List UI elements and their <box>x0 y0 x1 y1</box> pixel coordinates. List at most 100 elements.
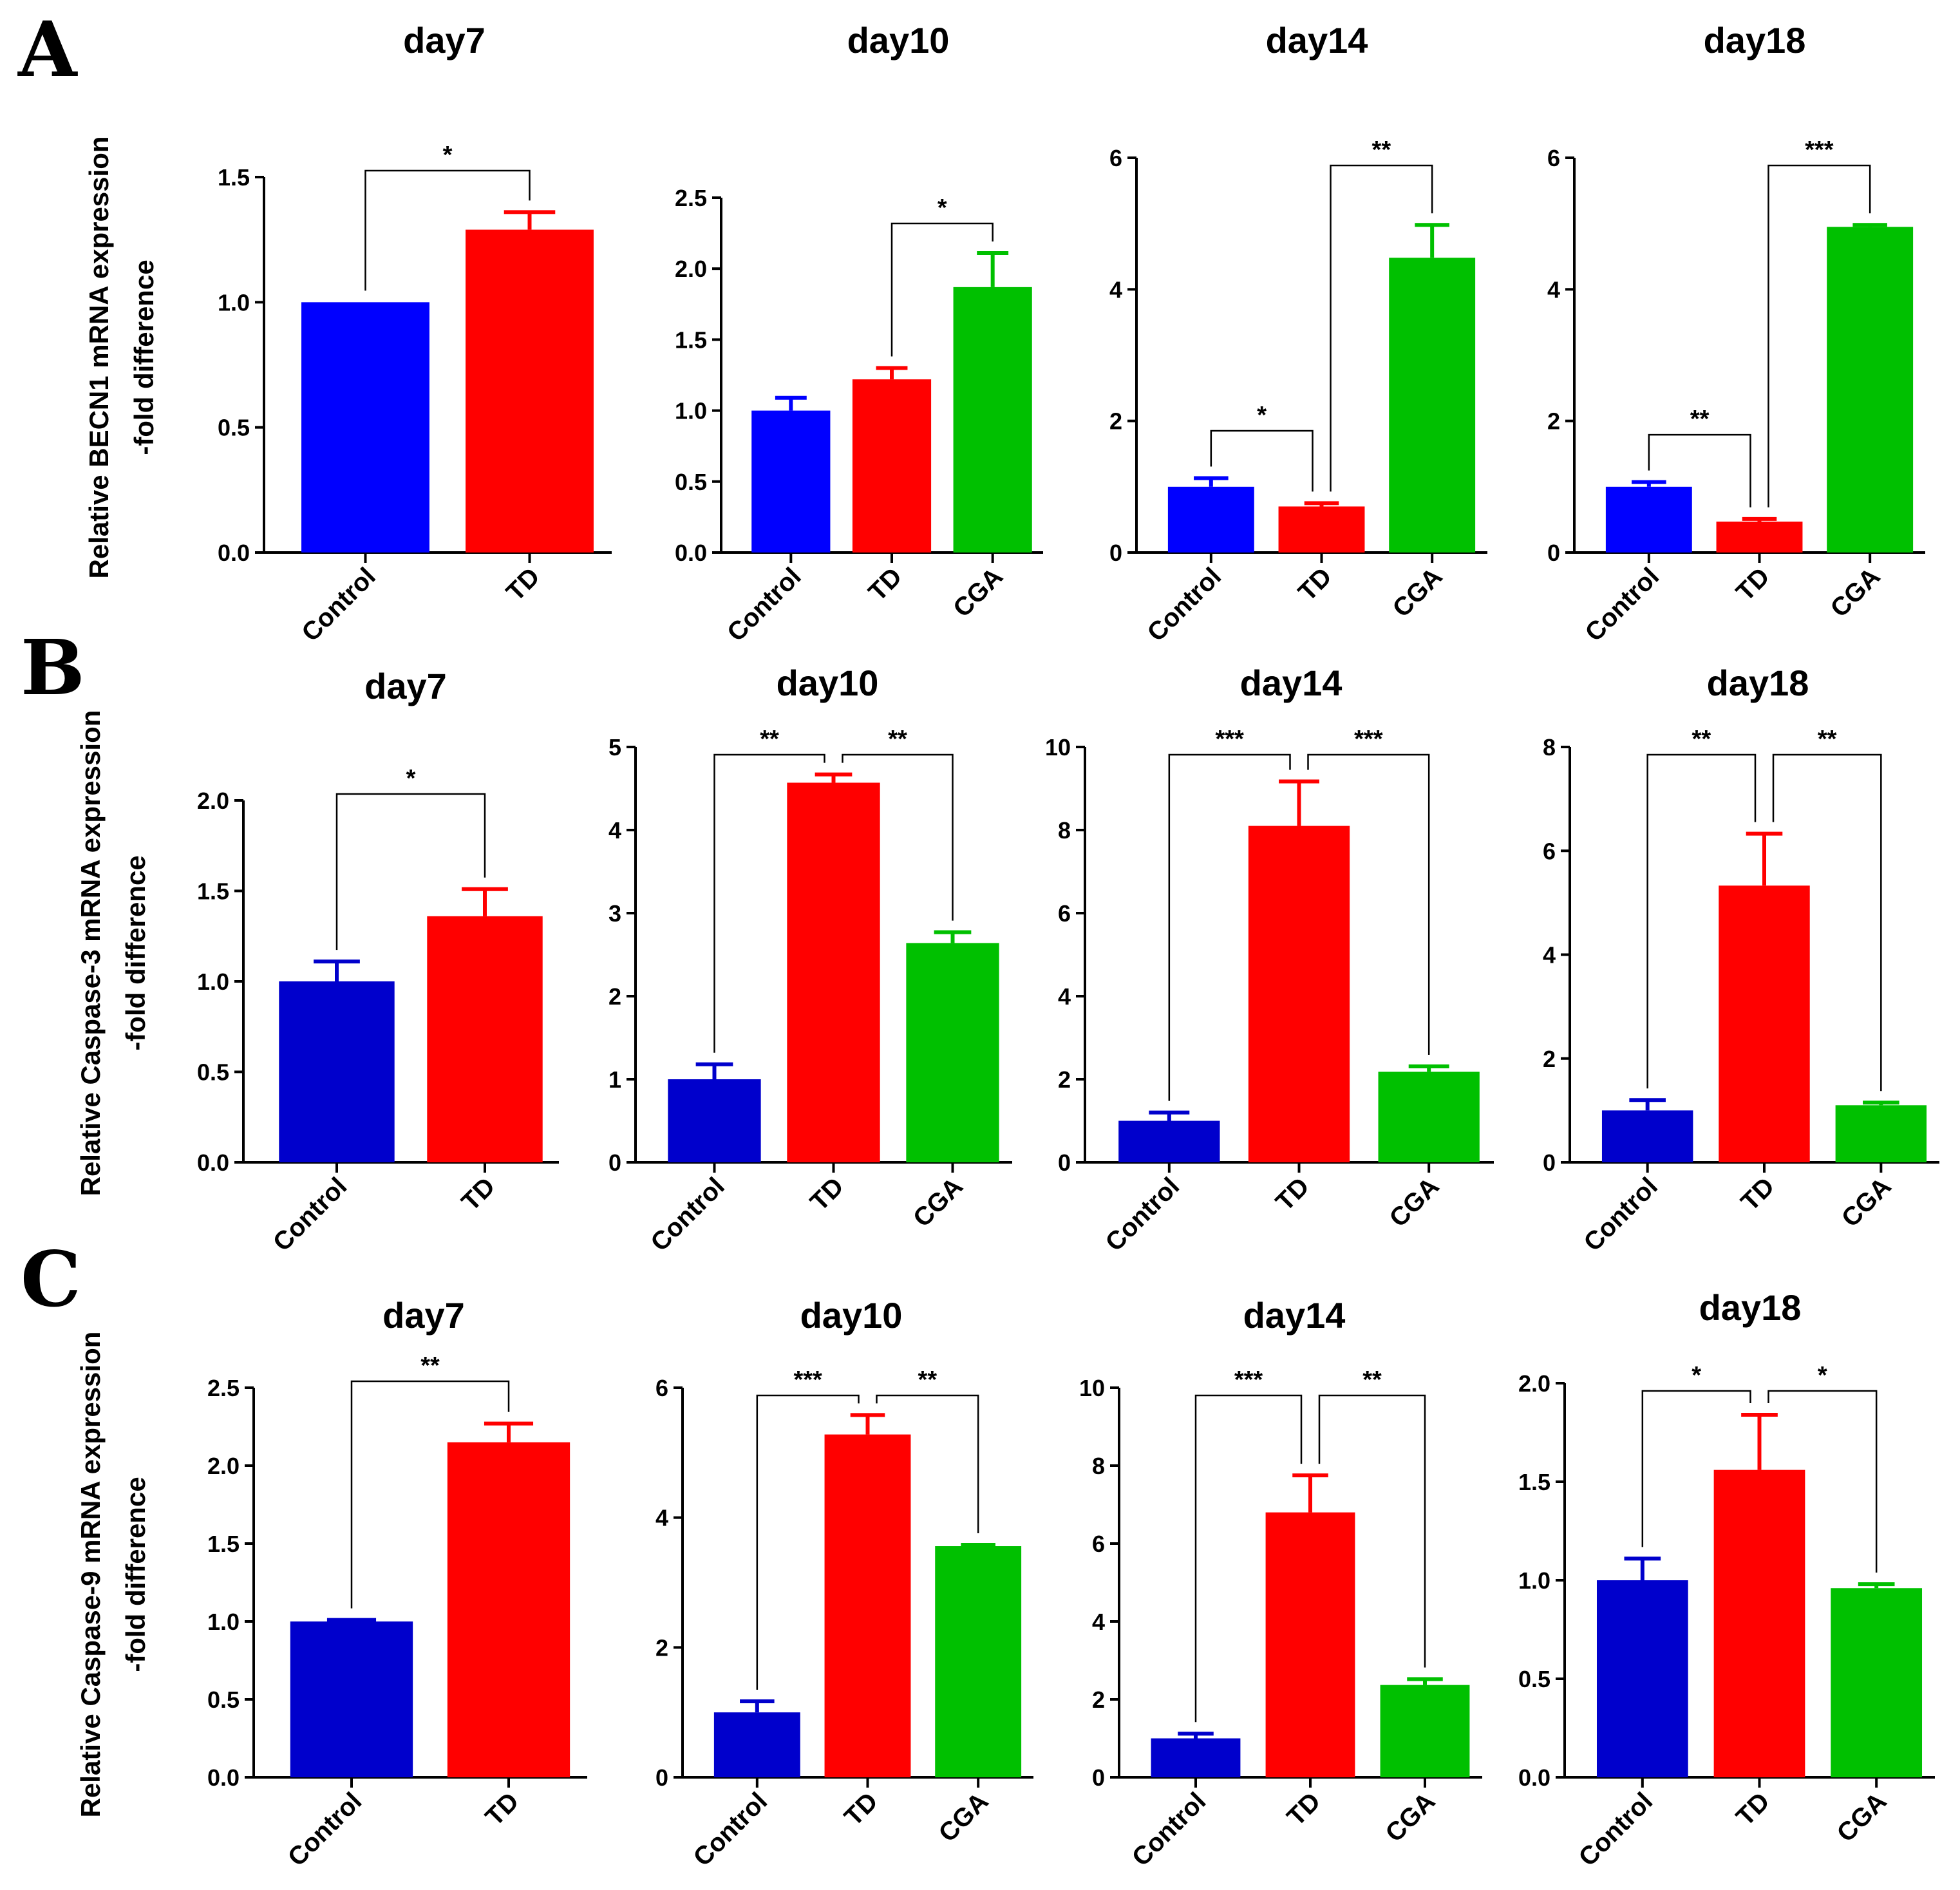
y-tick-label: 4 <box>655 1505 668 1531</box>
panel-letter-b: B <box>21 623 85 712</box>
chart-title: day7 <box>364 666 447 706</box>
chart-title: day14 <box>1240 663 1343 703</box>
significance-bracket <box>1168 753 1291 1101</box>
bar-td <box>1713 1469 1805 1777</box>
y-tick-label: 2 <box>1547 408 1560 435</box>
category-label-cga: CGA <box>1380 1787 1440 1847</box>
y-tick-label: 1.5 <box>675 326 707 353</box>
significance-label: ** <box>420 1352 440 1379</box>
category-label-td: TD <box>501 562 545 607</box>
y-tick-label: 6 <box>1543 838 1556 864</box>
category-label-td: TD <box>1731 1787 1775 1831</box>
chart-a-day10: day10 0.0 0.5 1.0 1.5 2.0 2.5 Control TD CGA * <box>675 20 1043 647</box>
category-label-td: TD <box>1293 562 1337 607</box>
ylabel-a: Relative BECN1 mRNA expression -fold dif… <box>84 136 159 578</box>
category-label-control: Control <box>1580 562 1665 647</box>
y-tick-label: 2 <box>608 983 621 1010</box>
bar-control <box>751 410 831 553</box>
chart-c-day7: day7 0.0 0.5 1.0 1.5 2.0 2.5 Control TD ** <box>207 1295 587 1872</box>
y-tick-label: 6 <box>1058 900 1071 927</box>
y-tick-label: 0 <box>655 1764 668 1791</box>
bar-td <box>427 916 543 1162</box>
bar-control <box>279 981 395 1162</box>
chart-b-day7: day7 0.0 0.5 1.0 1.5 2.0 Control TD * <box>197 666 559 1257</box>
bar-control <box>290 1621 413 1777</box>
category-label-td: TD <box>1736 1172 1780 1216</box>
significance-bracket <box>1318 1394 1426 1668</box>
significance-bracket <box>350 1380 510 1609</box>
y-tick-label: 4 <box>1543 942 1556 969</box>
significance-bracket <box>1767 164 1871 507</box>
ylabel-b-line1: Relative Caspase-3 mRNA expression <box>75 710 106 1196</box>
category-label-control: Control <box>1100 1172 1185 1257</box>
significance-label: ** <box>918 1366 938 1394</box>
y-tick-label: 0 <box>1109 540 1122 566</box>
y-tick-label: 1.5 <box>1518 1469 1550 1495</box>
bar-control <box>1151 1738 1241 1777</box>
category-label-td: TD <box>805 1172 849 1216</box>
y-tick-label: 1 <box>608 1066 621 1093</box>
bar-td <box>447 1442 570 1777</box>
bar-td <box>466 229 594 553</box>
y-tick-label: 8 <box>1543 734 1556 761</box>
category-label-cga: CGA <box>1832 1787 1892 1847</box>
y-tick-label: 2.0 <box>197 788 229 814</box>
significance-label: ** <box>888 726 907 753</box>
bar-control <box>1601 1110 1693 1162</box>
y-tick-label: 2 <box>655 1634 668 1661</box>
category-label-control: Control <box>1127 1787 1212 1872</box>
bar-control <box>713 1712 800 1777</box>
category-label-td: TD <box>863 562 908 607</box>
bar-control <box>668 1079 761 1162</box>
y-tick-label: 0 <box>1092 1764 1105 1791</box>
y-tick-label: 1.0 <box>207 1609 240 1635</box>
category-label-cga: CGA <box>1388 562 1448 623</box>
category-label-cga: CGA <box>934 1787 994 1847</box>
chart-title: day18 <box>1699 1287 1802 1328</box>
y-tick-label: 10 <box>1079 1375 1105 1401</box>
y-tick-label: 2 <box>1109 408 1122 435</box>
significance-bracket <box>713 753 825 1053</box>
y-tick-label: 1.0 <box>1518 1567 1550 1594</box>
chart-c-day18: day18 0.0 0.5 1.0 1.5 2.0 Control TD CGA * * <box>1518 1287 1935 1872</box>
ylabel-a-line2: -fold difference <box>129 260 159 455</box>
panel-letter-a: A <box>17 5 78 94</box>
y-tick-label: 2 <box>1092 1687 1105 1713</box>
bar-cga <box>1835 1105 1927 1162</box>
y-tick-label: 0 <box>1543 1149 1556 1176</box>
bar-control <box>301 302 429 553</box>
ylabel-a-line1: Relative BECN1 mRNA expression <box>84 136 114 578</box>
significance-label: *** <box>1354 726 1383 753</box>
y-tick-label: 0.0 <box>1518 1764 1550 1791</box>
y-tick-label: 1.0 <box>675 398 707 424</box>
y-tick-label: 8 <box>1058 817 1071 844</box>
bar-cga <box>1389 258 1476 553</box>
bar-control <box>1605 486 1692 553</box>
significance-bracket <box>364 169 531 291</box>
y-tick-label: 6 <box>1109 145 1122 171</box>
chart-a-day7: day7 0.0 0.5 1.0 1.5 Control TD * <box>218 20 612 647</box>
significance-bracket <box>1767 1390 1878 1573</box>
category-label-td: TD <box>1270 1172 1315 1216</box>
category-label-cga: CGA <box>1384 1172 1445 1233</box>
y-tick-label: 2.0 <box>675 256 707 282</box>
chart-b-day14: day14 0 2 4 6 8 10 Control TD CGA *** *** <box>1045 663 1494 1257</box>
y-tick-label: 4 <box>1092 1609 1105 1635</box>
significance-label: * <box>1257 402 1267 429</box>
significance-label: * <box>1691 1362 1701 1389</box>
y-tick-label: 2.0 <box>1518 1370 1550 1397</box>
bar-td <box>1248 826 1350 1162</box>
significance-bracket <box>1772 753 1882 1091</box>
bar-td <box>1716 521 1803 553</box>
y-tick-label: 0.0 <box>207 1764 240 1791</box>
significance-label: *** <box>1805 137 1834 164</box>
significance-label: * <box>443 142 453 169</box>
panel-letter-c: C <box>21 1234 81 1324</box>
category-label-control: Control <box>1142 562 1227 647</box>
y-tick-label: 2.0 <box>207 1453 240 1479</box>
chart-title: day14 <box>1243 1295 1346 1336</box>
